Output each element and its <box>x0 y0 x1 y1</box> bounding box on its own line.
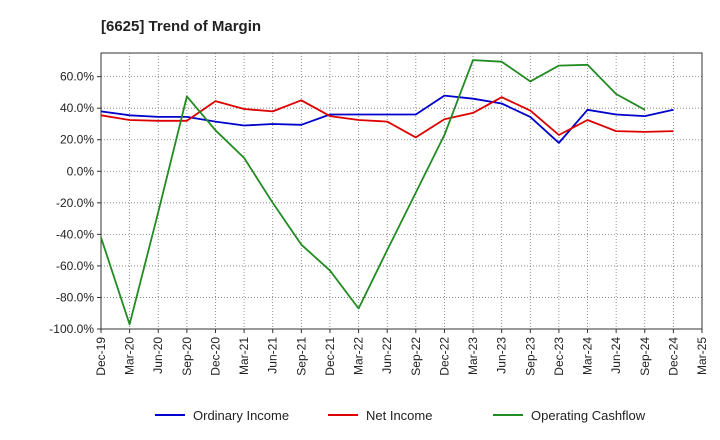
series-lines <box>100 59 674 326</box>
y-tick-label: -60.0% <box>56 259 94 273</box>
chart-title: [6625] Trend of Margin <box>101 18 261 35</box>
x-tick-label: Mar-20 <box>123 337 137 375</box>
y-tick-label: 0.0% <box>67 164 95 178</box>
x-tick-label: Mar-25 <box>695 337 709 375</box>
axes: Dec-19 Mar-20 Jun-20 Sep-20 Dec-20 Mar-21 Jun-… <box>49 52 709 376</box>
y-tick-label: -20.0% <box>56 196 94 210</box>
x-tick-label: Dec-23 <box>552 337 566 376</box>
ordinary-income-legend-label: Ordinary Income <box>193 408 289 423</box>
x-tick-label: Sep-21 <box>294 337 308 376</box>
ordinary-income-line <box>100 94 674 144</box>
x-tick-label: Sep-20 <box>180 337 194 376</box>
x-tick-label: Jun-23 <box>495 337 509 374</box>
x-tick-label: Jun-20 <box>151 337 165 374</box>
y-tick-label: -40.0% <box>56 227 94 241</box>
x-tick-label: Dec-22 <box>437 337 451 376</box>
x-tick-label: Sep-22 <box>409 337 423 376</box>
x-tick-label: Dec-21 <box>323 337 337 376</box>
legend: Ordinary Income Net Income Operating Cashf… <box>155 408 646 423</box>
plot-border <box>100 52 703 330</box>
x-tick-label: Jun-24 <box>609 337 623 374</box>
grid <box>100 53 703 330</box>
y-tick-label: -80.0% <box>56 290 94 304</box>
net-income-line <box>100 96 674 139</box>
x-tick-label: Mar-23 <box>466 337 480 375</box>
x-tick-label: Sep-24 <box>638 337 652 376</box>
x-tick-label: Jun-21 <box>266 337 280 374</box>
x-tick-label: Mar-21 <box>237 337 251 375</box>
y-tick-label: 20.0% <box>60 133 94 147</box>
operating-cashflow-legend-label: Operating Cashflow <box>531 408 646 423</box>
net-income-legend-label: Net Income <box>366 408 432 423</box>
x-tick-label: Mar-24 <box>581 337 595 375</box>
operating-cashflow-line <box>100 59 646 326</box>
x-tick-label: Dec-24 <box>666 337 680 376</box>
y-tick-label: 40.0% <box>60 101 94 115</box>
x-tick-label: Jun-22 <box>380 337 394 374</box>
y-tick-label: 60.0% <box>60 70 94 84</box>
x-tick-label: Sep-23 <box>523 337 537 376</box>
y-tick-label: -100.0% <box>49 322 94 336</box>
x-tick-label: Dec-20 <box>208 337 222 376</box>
x-tick-label: Mar-22 <box>352 337 366 375</box>
x-tick-label: Dec-19 <box>94 337 108 376</box>
